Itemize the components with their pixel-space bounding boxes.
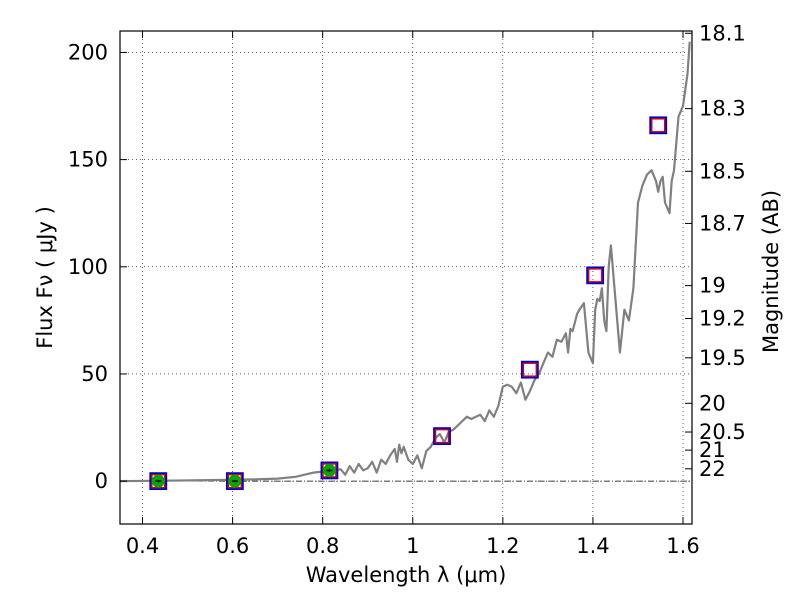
plot-frame	[119, 30, 693, 525]
model-photometry-point	[587, 268, 603, 283]
observed-photometry-point	[149, 472, 168, 491]
observed-photometry-point	[320, 461, 339, 480]
x-tick-label: 0.6	[216, 534, 249, 558]
photometry-markers	[149, 116, 668, 491]
y-tick-label: 200	[68, 40, 108, 64]
right-tick-label: 18.7	[699, 211, 746, 235]
y-tick-label: 100	[68, 255, 108, 279]
y-tick-label: 150	[68, 148, 108, 172]
observed-photometry-point	[433, 427, 451, 446]
right-tick-label: 18.5	[699, 159, 746, 183]
right-tick-label: 19.5	[699, 346, 746, 370]
y-tick-label: 0	[95, 469, 108, 493]
x-axis-label: Wavelength λ (μm)	[306, 563, 507, 587]
model-photometry-point	[434, 428, 450, 444]
observed-photometry-point	[649, 116, 668, 135]
y-tick-label: 50	[81, 362, 108, 386]
model-photometry-point	[522, 362, 538, 377]
y-axis-label: Flux Fν ( μJy )	[33, 206, 57, 349]
right-tick-label: 20	[699, 391, 726, 415]
x-tick-label: 0.4	[126, 534, 159, 558]
right-tick-label: 19.2	[699, 307, 746, 331]
right-tick-label: 22	[699, 457, 726, 481]
model-photometry-point	[650, 118, 666, 133]
observed-photometry-point	[586, 266, 605, 285]
right-tick-label: 21	[699, 438, 726, 462]
right-tick-label: 18.1	[699, 21, 746, 45]
model-spectrum-line	[119, 41, 691, 483]
observed-photometry-point	[520, 360, 539, 379]
x-tick-label: 1.4	[576, 534, 609, 558]
x-tick-label: 0.8	[306, 534, 339, 558]
axis-ticks: 0.4 0.6 0.8 1 1.2 1.4 1.6 0 50 100 150 200 18.1 18.3 1…	[68, 21, 746, 558]
right-tick-label: 20.5	[699, 420, 746, 444]
observed-photometry-point	[225, 472, 244, 491]
x-tick-label: 1.2	[486, 534, 519, 558]
right-tick-label: 18.3	[699, 97, 746, 121]
model-spectrum	[119, 41, 691, 483]
x-tick-label: 1	[406, 534, 419, 558]
x-tick-label: 1.6	[666, 534, 699, 558]
right-tick-label: 19	[699, 274, 726, 298]
right-axis-label: Magnitude (AB)	[759, 190, 783, 353]
